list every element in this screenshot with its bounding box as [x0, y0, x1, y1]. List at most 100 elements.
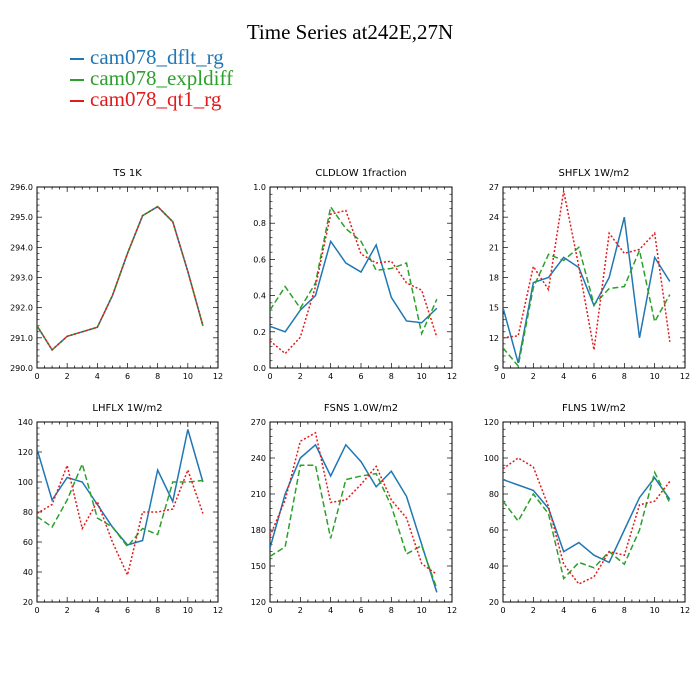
legend-entry-qt1: cam078_qt1_rg [70, 88, 221, 110]
series-line-0 [37, 429, 204, 546]
panel-title: CLDLOW 1fraction [315, 168, 406, 179]
x-tick-label: 6 [591, 606, 596, 615]
y-tick-label: 293.0 [10, 274, 33, 283]
x-tick-label: 12 [447, 606, 457, 615]
x-tick-label: 4 [561, 606, 566, 615]
x-tick-label: 0 [267, 372, 272, 381]
series-line-1 [37, 461, 203, 548]
x-tick-label: 6 [125, 372, 130, 381]
x-tick-label: 10 [417, 372, 427, 381]
y-tick-label: 27 [489, 183, 499, 192]
y-tick-label: 21 [489, 243, 499, 252]
x-tick-label: 12 [447, 372, 457, 381]
series-line-0 [270, 443, 438, 593]
y-tick-label: 0.4 [253, 292, 266, 301]
panel-3: LHFLX 1W/m2 0 2 4 6 8 10 12 20 40 60 80 100 120 140 [18, 403, 223, 615]
x-tick-label: 4 [95, 372, 100, 381]
y-tick-label: 60 [489, 526, 499, 535]
y-tick-label: 9 [494, 364, 499, 373]
y-tick-label: 296.0 [10, 183, 33, 192]
series-line-2 [503, 190, 671, 351]
x-tick-label: 2 [531, 372, 536, 381]
series-line-2 [37, 462, 204, 578]
series-line-0 [270, 239, 438, 333]
series-line-0 [503, 476, 671, 564]
legend-entry-expldiff: cam078_expldiff [70, 67, 233, 89]
series-line-1 [503, 470, 671, 581]
plot-frame [36, 186, 219, 369]
chart-title: Time Series at242E,27N [246, 20, 454, 44]
x-tick-label: 10 [183, 606, 193, 615]
y-tick-label: 270 [251, 418, 266, 427]
panel-title: LHFLX 1W/m2 [92, 403, 162, 414]
y-tick-label: 40 [23, 568, 33, 577]
plot-frame [269, 421, 453, 603]
plot-frame [502, 421, 686, 603]
y-tick-label: 24 [489, 213, 499, 222]
panel-4: FSNS 1.0W/m2 0 2 4 6 8 10 12 120 150 180 210 240 270 [251, 403, 457, 615]
y-tick-label: 0.2 [253, 328, 266, 337]
y-tick-label: 120 [251, 598, 266, 607]
x-tick-label: 8 [155, 372, 160, 381]
x-tick-label: 8 [155, 606, 160, 615]
plot-frame [502, 186, 686, 369]
y-tick-label: 290.0 [10, 364, 33, 373]
x-tick-label: 2 [65, 606, 70, 615]
series-line-1 [270, 205, 438, 337]
x-tick-label: 8 [389, 606, 394, 615]
y-tick-label: 295.0 [10, 213, 33, 222]
series-line-0 [503, 216, 671, 364]
x-tick-label: 0 [34, 606, 39, 615]
x-tick-label: 8 [622, 606, 627, 615]
x-tick-label: 6 [591, 372, 596, 381]
x-tick-label: 6 [358, 372, 363, 381]
legend-label: cam078_expldiff [90, 66, 234, 90]
x-tick-label: 12 [680, 372, 690, 381]
x-tick-label: 2 [298, 606, 303, 615]
x-tick-label: 4 [561, 372, 566, 381]
y-tick-label: 120 [18, 448, 33, 457]
x-tick-label: 0 [500, 372, 505, 381]
y-tick-label: 0.8 [253, 219, 266, 228]
x-tick-label: 8 [389, 372, 394, 381]
panel-title: TS 1K [112, 168, 142, 179]
panel-title: SHFLX 1W/m2 [559, 168, 630, 179]
series-line-2 [270, 431, 438, 576]
y-tick-label: 0.6 [253, 255, 266, 264]
x-tick-label: 2 [298, 372, 303, 381]
y-tick-label: 20 [489, 598, 499, 607]
x-tick-label: 0 [34, 372, 39, 381]
panel-title: FLNS 1W/m2 [562, 403, 626, 414]
y-tick-label: 150 [251, 562, 266, 571]
series-line-2 [270, 209, 438, 355]
y-tick-label: 15 [489, 304, 499, 313]
x-tick-label: 4 [328, 372, 333, 381]
x-tick-label: 2 [65, 372, 70, 381]
series-line-2 [37, 205, 204, 352]
y-tick-label: 120 [484, 418, 499, 427]
x-tick-label: 4 [328, 606, 333, 615]
y-tick-label: 12 [489, 334, 499, 343]
x-tick-label: 6 [125, 606, 130, 615]
series-line-1 [37, 205, 204, 352]
y-tick-label: 294.0 [10, 243, 33, 252]
legend-swatch [70, 100, 84, 103]
x-tick-label: 6 [358, 606, 363, 615]
y-tick-label: 0.0 [253, 364, 266, 373]
legend-entry-dflt: cam078_dflt_rg [70, 46, 224, 68]
x-tick-label: 10 [650, 606, 660, 615]
y-tick-label: 210 [251, 490, 266, 499]
x-tick-label: 12 [213, 606, 223, 615]
y-tick-label: 291.0 [10, 334, 33, 343]
series-line-1 [270, 464, 438, 590]
panel-title: FSNS 1.0W/m2 [324, 403, 398, 414]
y-tick-label: 1.0 [253, 183, 266, 192]
y-tick-label: 100 [18, 478, 33, 487]
y-tick-label: 240 [251, 454, 266, 463]
y-tick-label: 20 [23, 598, 33, 607]
x-tick-label: 10 [183, 372, 193, 381]
legend-swatch [70, 79, 84, 82]
x-tick-label: 8 [622, 372, 627, 381]
